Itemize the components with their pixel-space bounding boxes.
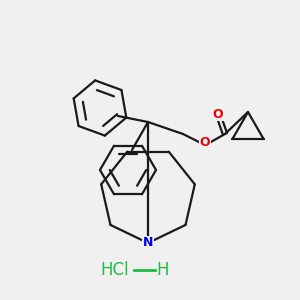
Text: H: H bbox=[157, 261, 169, 279]
Text: N: N bbox=[143, 236, 153, 250]
Text: O: O bbox=[213, 107, 223, 121]
Text: HCl: HCl bbox=[101, 261, 129, 279]
Text: O: O bbox=[200, 136, 210, 149]
